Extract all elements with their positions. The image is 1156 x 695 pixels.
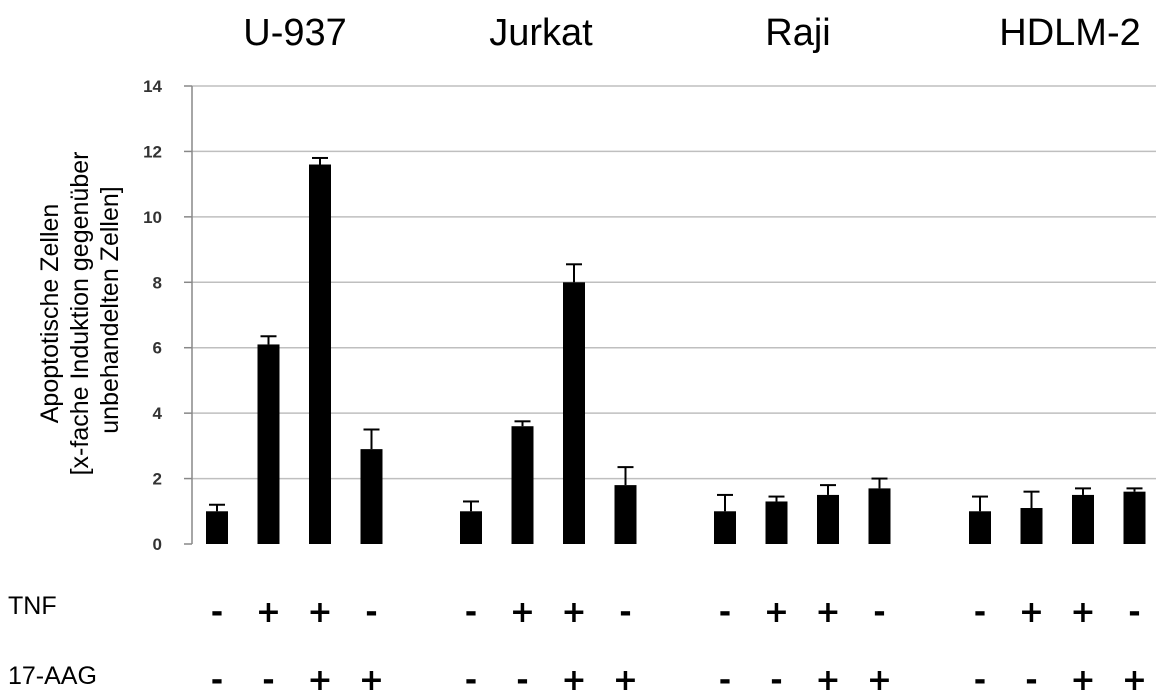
tnf-sign: -	[974, 595, 986, 630]
y-tick-label: 0	[153, 535, 162, 554]
group-title: U-937	[243, 12, 347, 54]
bar	[206, 511, 228, 544]
bar	[714, 511, 736, 544]
group-title: Raji	[765, 12, 830, 54]
bar	[765, 501, 788, 544]
row-label-17-aag: 17-AAG	[8, 662, 97, 690]
group-title: Jurkat	[489, 12, 593, 54]
bar	[360, 449, 383, 544]
bar	[1123, 491, 1146, 544]
tnf-sign: +	[561, 595, 586, 630]
bar	[257, 344, 280, 544]
tnf-sign: -	[211, 595, 223, 630]
aag-sign: -	[211, 663, 223, 695]
tnf-sign: +	[815, 595, 840, 630]
bar	[969, 511, 991, 544]
gridlines	[192, 85, 1156, 480]
tnf-sign: +	[307, 595, 332, 630]
row-label-tnf: TNF	[8, 592, 57, 620]
tnf-sign: +	[256, 595, 281, 630]
bar	[460, 511, 482, 544]
group-title: HDLM-2	[999, 12, 1140, 54]
y-tick-label: 2	[153, 470, 162, 489]
tnf-sign: +	[510, 595, 535, 630]
y-tick-label: 14	[143, 77, 162, 96]
tnf-sign: +	[1070, 595, 1095, 630]
y-axis-label: Apoptotische Zellen [x-fache Induktion g…	[36, 145, 124, 476]
aag-sign: +	[307, 663, 332, 695]
y-axis-ticks: 0 2 4 6 8 10 12 14	[143, 77, 192, 554]
y-tick-label: 8	[153, 273, 162, 292]
tnf-sign: +	[764, 595, 789, 630]
aag-sign: -	[719, 663, 731, 695]
y-tick-label: 10	[143, 208, 162, 227]
tnf-sign: +	[1019, 595, 1044, 630]
y-tick-label: 4	[153, 404, 163, 423]
aag-sign: +	[815, 663, 840, 695]
aag-sign: +	[359, 663, 384, 695]
bar	[309, 164, 331, 544]
y-axis-label-line-2: [x-fache Induktion gegenüber	[66, 152, 94, 476]
tnf-sign: -	[619, 595, 631, 630]
bar	[614, 485, 637, 544]
aag-sign: -	[770, 663, 782, 695]
group-titles: U-937 Jurkat Raji HDLM-2	[243, 12, 1140, 54]
bar	[868, 488, 891, 544]
bar	[817, 494, 839, 544]
aag-sign: +	[1070, 663, 1095, 695]
aag-sign: +	[613, 663, 638, 695]
aag-sign: +	[867, 663, 892, 695]
bar	[1072, 494, 1094, 544]
aag-sign: -	[465, 663, 477, 695]
aag-sign: +	[1122, 663, 1147, 695]
y-axis-label-line-3: unbehandelten Zellen]	[96, 186, 124, 433]
tnf-sign: -	[1128, 595, 1140, 630]
treatment-signs: --+-++-+--+-++-+--+-++-+--+-++-+	[211, 595, 1147, 695]
y-tick-label: 12	[143, 142, 162, 161]
bar	[563, 282, 585, 544]
aag-sign: -	[974, 663, 986, 695]
error-bars	[209, 156, 1143, 512]
aag-sign: -	[262, 663, 274, 695]
tnf-sign: -	[873, 595, 885, 630]
y-axis-label-line-1: Apoptotische Zellen	[36, 204, 64, 424]
bar	[1020, 508, 1043, 544]
aag-sign: +	[561, 663, 586, 695]
bar	[511, 426, 534, 544]
aag-sign: -	[516, 663, 528, 695]
tnf-sign: -	[365, 595, 377, 630]
aag-sign: -	[1025, 663, 1037, 695]
tnf-sign: -	[465, 595, 477, 630]
tnf-sign: -	[719, 595, 731, 630]
bars	[206, 164, 1146, 544]
y-tick-label: 6	[153, 339, 162, 358]
